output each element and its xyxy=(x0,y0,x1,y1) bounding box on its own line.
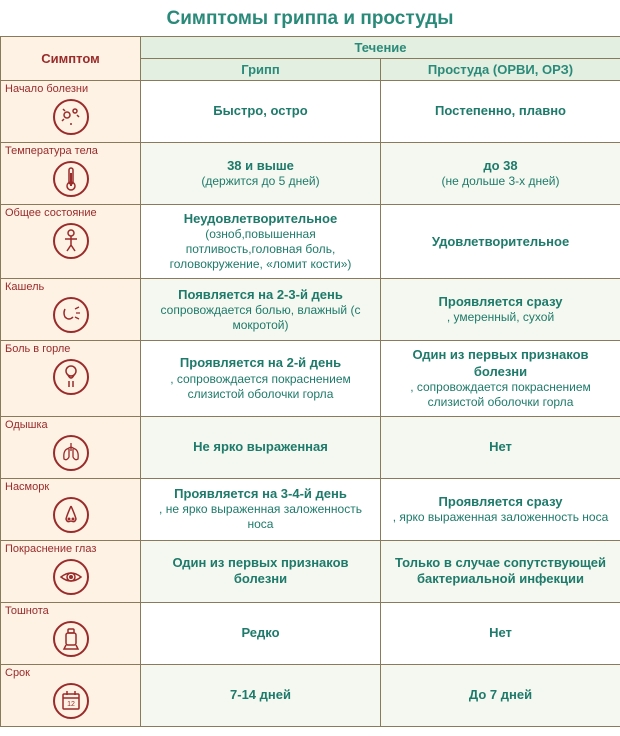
thermometer-icon xyxy=(53,161,89,197)
header-course: Течение xyxy=(141,37,620,59)
value-cell-col1: 7-14 дней xyxy=(141,664,381,726)
table-row: Начало болезни Быстро, остро Постепенно, п… xyxy=(1,81,620,143)
nausea-icon xyxy=(53,621,89,657)
symptom-cell: Температура тела xyxy=(1,143,141,205)
symptom-label: Насморк xyxy=(5,481,49,493)
symptom-cell: Одышка xyxy=(1,416,141,478)
table-row: Общее состояние Неудовлетворительное(озно… xyxy=(1,205,620,279)
value-sub: , сопровождается покраснением слизистой … xyxy=(151,372,370,402)
value-cell-col2: Нет xyxy=(381,416,620,478)
value-cell-col1: 38 и выше(держится до 5 дней) xyxy=(141,143,381,205)
value-cell-col2: Постепенно, плавно xyxy=(381,81,620,143)
value-sub: , умеренный, сухой xyxy=(391,310,610,325)
value-sub: (держится до 5 дней) xyxy=(151,174,370,189)
comparison-table-container: Симптомы гриппа и простуды Симптом Течен… xyxy=(0,0,620,727)
symptom-label: Общее состояние xyxy=(5,207,97,219)
value-cell-col1: Появляется на 2-3-й деньсопровождается б… xyxy=(141,279,381,341)
symptom-label: Боль в горле xyxy=(5,343,70,355)
symptom-label: Срок xyxy=(5,667,30,679)
symptom-cell: Покраснение глаз xyxy=(1,540,141,602)
value-main: Удовлетворительное xyxy=(432,234,569,249)
header-col2: Простуда (ОРВИ, ОРЗ) xyxy=(381,59,620,81)
nose-icon xyxy=(53,497,89,533)
symptom-label: Одышка xyxy=(5,419,48,431)
value-sub: , сопровождается покраснением слизистой … xyxy=(391,380,610,410)
body-icon xyxy=(53,223,89,259)
value-main: Нет xyxy=(489,439,512,454)
symptom-cell: Тошнота xyxy=(1,602,141,664)
symptom-cell: Срок xyxy=(1,664,141,726)
table-row: Срок 7-14 дней До 7 дней xyxy=(1,664,620,726)
table-body: Начало болезни Быстро, остро Постепенно, п… xyxy=(1,81,620,727)
cough-icon xyxy=(53,297,89,333)
value-main: Не ярко выраженная xyxy=(193,439,328,454)
table-row: Тошнота Редко Нет xyxy=(1,602,620,664)
table-row: Температура тела 38 и выше(держится до 5 … xyxy=(1,143,620,205)
value-cell-col2: Проявляется сразу, ярко выраженная залож… xyxy=(381,478,620,540)
value-main: Проявляется сразу xyxy=(439,494,563,509)
value-main: Проявляется на 3-4-й день xyxy=(174,486,347,501)
table-row: Одышка Не ярко выраженная Нет xyxy=(1,416,620,478)
value-main: Нет xyxy=(489,625,512,640)
header-col1: Грипп xyxy=(141,59,381,81)
table-row: Боль в горле Проявляется на 2-й день , соп… xyxy=(1,341,620,417)
value-main: Один из первых признаков болезни xyxy=(412,347,588,378)
value-cell-col1: Проявляется на 3-4-й день, не ярко выраж… xyxy=(141,478,381,540)
table-row: Насморк Проявляется на 3-4-й день, не ярк… xyxy=(1,478,620,540)
symptom-label: Кашель xyxy=(5,281,44,293)
onset-icon xyxy=(53,99,89,135)
value-main: Быстро, остро xyxy=(213,103,307,118)
value-main: До 7 дней xyxy=(469,687,532,702)
header-symptom: Симптом xyxy=(1,37,141,81)
page-title: Симптомы гриппа и простуды xyxy=(0,0,620,36)
value-sub: , не ярко выраженная заложенность носа xyxy=(151,502,370,532)
value-sub: (озноб,повышенная потливость,головная бо… xyxy=(151,227,370,272)
value-cell-col2: до 38(не дольше 3-х дней) xyxy=(381,143,620,205)
value-cell-col2: Один из первых признаков болезни, сопров… xyxy=(381,341,620,417)
value-sub: (не дольше 3-х дней) xyxy=(391,174,610,189)
value-main: Проявляется на 2-й день xyxy=(180,355,341,370)
value-main: Редко xyxy=(241,625,279,640)
value-main: Постепенно, плавно xyxy=(435,103,566,118)
eye-icon xyxy=(53,559,89,595)
value-cell-col2: Проявляется сразу, умеренный, сухой xyxy=(381,279,620,341)
symptom-label: Покраснение глаз xyxy=(5,543,96,555)
value-cell-col1: Проявляется на 2-й день , сопровождается … xyxy=(141,341,381,417)
value-cell-col1: Не ярко выраженная xyxy=(141,416,381,478)
value-cell-col1: Быстро, остро xyxy=(141,81,381,143)
lungs-icon xyxy=(53,435,89,471)
calendar-icon xyxy=(53,683,89,719)
value-sub: сопровождается болью, влажный (с мокрото… xyxy=(151,303,370,333)
value-cell-col2: Удовлетворительное xyxy=(381,205,620,279)
value-main: Только в случае сопутствующей бактериаль… xyxy=(395,555,606,586)
value-main: Один из первых признаков болезни xyxy=(172,555,348,586)
value-cell-col2: До 7 дней xyxy=(381,664,620,726)
throat-icon xyxy=(53,359,89,395)
value-cell-col1: Один из первых признаков болезни xyxy=(141,540,381,602)
value-main: 38 и выше xyxy=(227,158,294,173)
symptom-label: Температура тела xyxy=(5,145,98,157)
value-sub: , ярко выраженная заложенность носа xyxy=(391,510,610,525)
value-main: до 38 xyxy=(483,158,517,173)
symptom-cell: Общее состояние xyxy=(1,205,141,279)
value-main: Неудовлетворительное xyxy=(184,211,337,226)
header-row-1: Симптом Течение xyxy=(1,37,620,59)
value-main: Появляется на 2-3-й день xyxy=(178,287,343,302)
table-row: Кашель Появляется на 2-3-й деньсопровожда… xyxy=(1,279,620,341)
value-cell-col2: Нет xyxy=(381,602,620,664)
symptom-cell: Боль в горле xyxy=(1,341,141,417)
table-row: Покраснение глаз Один из первых признаков… xyxy=(1,540,620,602)
symptom-cell: Насморк xyxy=(1,478,141,540)
symptom-cell: Кашель xyxy=(1,279,141,341)
symptom-cell: Начало болезни xyxy=(1,81,141,143)
value-cell-col1: Редко xyxy=(141,602,381,664)
symptom-label: Начало болезни xyxy=(5,83,88,95)
value-cell-col2: Только в случае сопутствующей бактериаль… xyxy=(381,540,620,602)
value-main: Проявляется сразу xyxy=(439,294,563,309)
symptom-label: Тошнота xyxy=(5,605,49,617)
value-main: 7-14 дней xyxy=(230,687,291,702)
value-cell-col1: Неудовлетворительное(озноб,повышенная по… xyxy=(141,205,381,279)
symptom-table: Симптом Течение Грипп Простуда (ОРВИ, ОР… xyxy=(0,36,620,727)
